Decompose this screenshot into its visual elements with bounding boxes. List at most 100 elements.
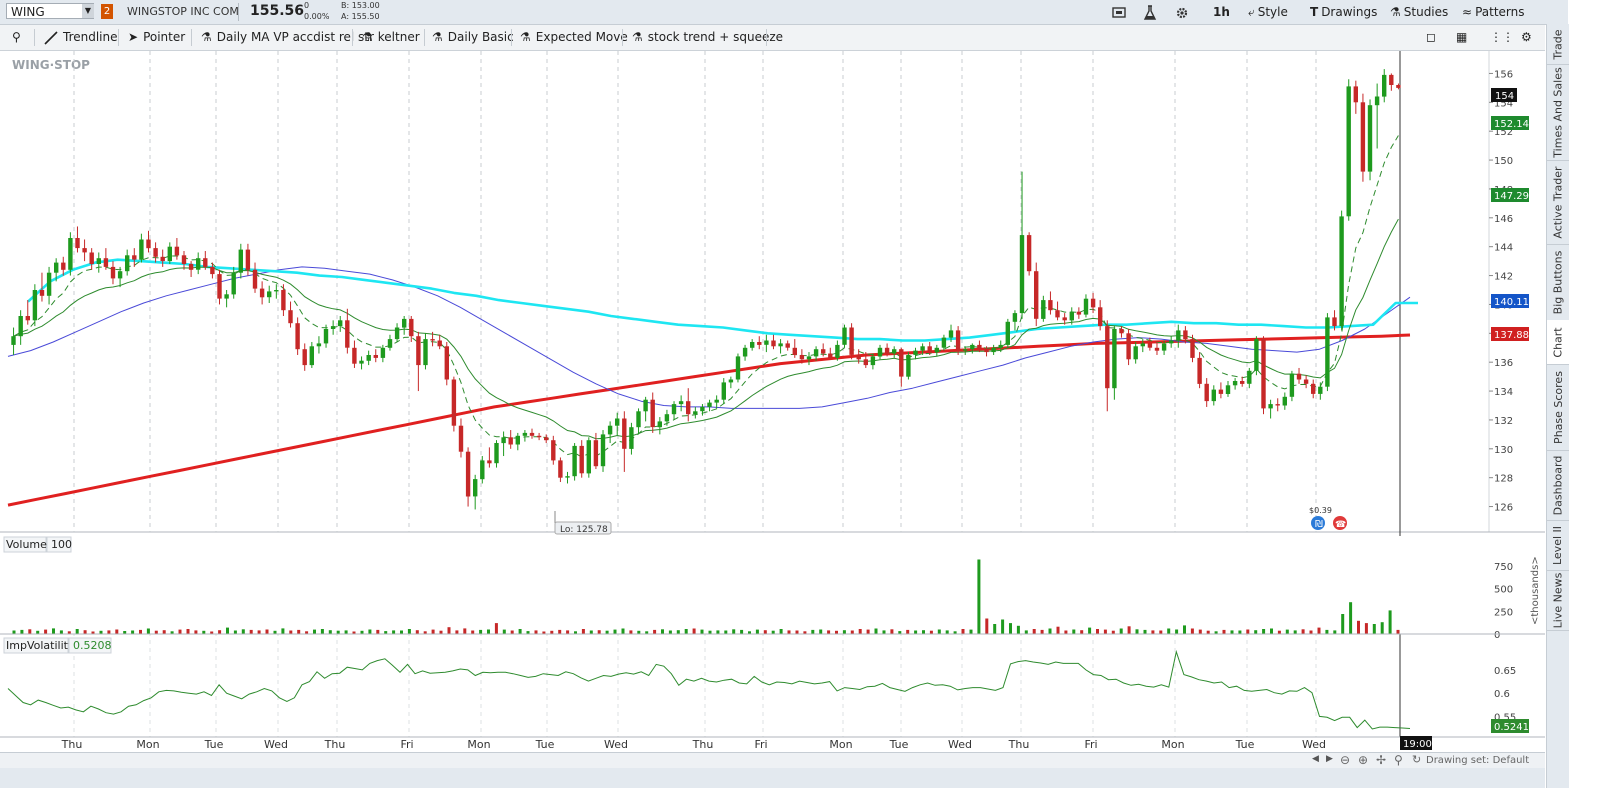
tab-dashboard[interactable]: Dashboard <box>1547 450 1569 521</box>
symbol-dropdown-icon[interactable]: ▼ <box>82 4 94 18</box>
candle-body <box>913 350 918 355</box>
candle-body <box>1318 386 1323 394</box>
reset-zoom-icon[interactable]: ↻ <box>1412 753 1422 766</box>
trendline-tool[interactable]: Trendline <box>44 25 118 50</box>
dividend-label: $0.39 <box>1309 506 1332 515</box>
volume-bar <box>1024 630 1028 634</box>
study-set-label: keltner <box>377 30 420 44</box>
chart-split-button[interactable]: ⋮⋮ <box>1490 25 1514 50</box>
tab-active-trader[interactable]: Active Trader <box>1547 160 1569 245</box>
study-set-daily-basic[interactable]: ⚗ Daily Basic <box>432 25 514 50</box>
earnings-marker-icon[interactable] <box>1333 516 1347 530</box>
tab-big-buttons[interactable]: Big Buttons <box>1547 244 1569 321</box>
candle-body <box>1041 300 1046 319</box>
volume-bar <box>305 631 309 634</box>
keltner-mid-text: 147.29 <box>1494 191 1529 202</box>
chart-scrollbar[interactable]: ◀ ▶ ⊖ ⊕ ✢ ⚲ ↻ Drawing set: Default <box>0 752 1545 769</box>
tab-chart[interactable]: Chart <box>1547 320 1569 365</box>
volume-bar <box>1143 629 1147 634</box>
day-label: Wed <box>604 738 628 751</box>
volume-panel <box>0 536 1489 634</box>
candle-body <box>1325 317 1330 387</box>
tab-times-and-sales[interactable]: Times And Sales <box>1547 64 1569 161</box>
candle-body <box>678 401 684 405</box>
volume-bar <box>534 630 538 634</box>
tab-level-ii[interactable]: Level II <box>1547 520 1569 571</box>
candle-body <box>430 339 435 341</box>
tab-phase-scores[interactable]: Phase Scores <box>1547 364 1569 451</box>
volume-bar <box>755 629 759 634</box>
volume-bar <box>226 627 229 634</box>
candle-body <box>281 290 286 311</box>
volume-bar <box>257 630 261 634</box>
candle-body <box>707 402 712 407</box>
link-group-badge[interactable]: 2 <box>101 4 113 19</box>
candle-body <box>1183 330 1188 340</box>
zoom-in-icon[interactable]: ⊕ <box>1358 753 1369 767</box>
volume-bar <box>961 629 965 634</box>
single-layout-button[interactable]: ◻ <box>1426 25 1436 50</box>
quote-icon-button[interactable] <box>1112 0 1126 24</box>
study-set-keltner[interactable]: ⚗ keltner <box>362 25 420 50</box>
study-set-stock-trend[interactable]: ⚗ stock trend + squeeze <box>632 25 783 50</box>
volume-bar <box>1396 629 1400 634</box>
tab-live-news[interactable]: Live News <box>1547 570 1569 631</box>
volume-bar <box>700 629 704 634</box>
drawings-menu[interactable]: T Drawings <box>1310 0 1377 24</box>
candle-body <box>750 342 755 348</box>
volume-bar <box>1183 625 1186 634</box>
pin-tool[interactable]: ⚲ <box>12 25 26 50</box>
volume-bar <box>1016 625 1020 634</box>
magnifier-icon[interactable]: ⚲ <box>1394 753 1403 767</box>
study-set-daily-ma[interactable]: ⚗ Daily MA VP accdist rel str <box>201 25 374 50</box>
candlesticks <box>11 69 1401 510</box>
volume-bar <box>510 630 514 634</box>
pin-icon: ⚲ <box>12 30 21 44</box>
candle-body <box>941 337 947 348</box>
candle-body <box>1119 329 1124 334</box>
sma-red-text: 137.88 <box>1494 330 1529 341</box>
price-tick-label: 156 <box>1494 69 1513 80</box>
symbol-input[interactable]: WING <box>6 3 94 19</box>
tab-trade[interactable]: Trade <box>1547 24 1569 65</box>
volume-bar <box>858 629 862 634</box>
volume-bar <box>360 630 364 634</box>
studies-menu[interactable]: ⚗ Studies <box>1390 0 1448 24</box>
flask-icon-button[interactable] <box>1143 0 1157 24</box>
scroll-right-icon[interactable]: ▶ <box>1326 754 1333 764</box>
volume-bar <box>36 630 40 634</box>
volume-bar <box>629 630 633 634</box>
candle-body <box>323 329 329 344</box>
tab-chart-label: Chart <box>1551 326 1565 358</box>
zoom-out-icon[interactable]: ⊖ <box>1340 753 1351 767</box>
candle-body <box>409 318 414 337</box>
candle-body <box>1346 86 1351 217</box>
candle-body <box>948 330 954 338</box>
scroll-left-icon[interactable]: ◀ <box>1312 754 1319 764</box>
volume-bar <box>1064 630 1068 634</box>
candle-body <box>551 440 556 461</box>
pointer-tool[interactable]: ➤ Pointer <box>128 25 185 50</box>
study-set-expected-move[interactable]: ⚗ Expected Move <box>520 25 628 50</box>
dividend-marker-icon[interactable] <box>1311 516 1325 530</box>
grid-layout-button[interactable]: ▦ <box>1456 25 1467 50</box>
tab-level-ii-label: Level II <box>1551 525 1565 565</box>
chart-canvas[interactable]: WING·STOP 126128130132134136138140142144… <box>0 51 1545 753</box>
price-tick-label: 136 <box>1494 358 1513 369</box>
candle-body <box>529 432 535 436</box>
style-menu[interactable]: ⤶ Style <box>1248 0 1288 24</box>
toolbar-divider <box>622 29 623 46</box>
iv-badge: 0.5241 <box>1491 719 1529 733</box>
candle-body <box>629 427 634 449</box>
chart-settings-button[interactable]: ⚙ <box>1521 25 1532 50</box>
header-divider <box>238 3 239 21</box>
patterns-menu[interactable]: ≈ Patterns <box>1462 0 1525 24</box>
pan-icon[interactable]: ✢ <box>1376 753 1387 767</box>
iv-badge-text: 0.5241 <box>1494 722 1529 733</box>
timeframe-selector[interactable]: 1h <box>1213 5 1230 19</box>
candle-body <box>998 344 1003 348</box>
candle-body <box>813 349 819 357</box>
gear-icon-button[interactable] <box>1175 0 1189 24</box>
drawing-set-label[interactable]: Drawing set: Default <box>1426 755 1530 766</box>
volume-bar <box>249 629 253 634</box>
